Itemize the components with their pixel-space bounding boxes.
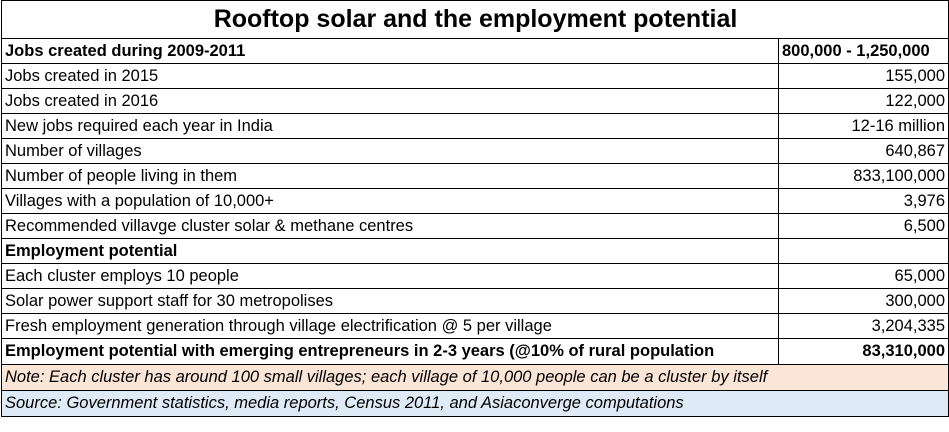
table-row: Jobs created in 2016 122,000 bbox=[1, 88, 949, 114]
row-label: Solar power support staff for 30 metropo… bbox=[1, 288, 779, 314]
row-value: 6,500 bbox=[777, 213, 949, 239]
source-row: Source: Government statistics, media rep… bbox=[0, 390, 949, 417]
row-value: 65,000 bbox=[777, 263, 949, 289]
row-value: 122,000 bbox=[777, 88, 949, 114]
row-value: 155,000 bbox=[777, 63, 949, 89]
source-text: Source: Government statistics, media rep… bbox=[0, 390, 949, 417]
row-label: New jobs required each year in India bbox=[1, 113, 779, 139]
note-row: Note: Each cluster has around 100 small … bbox=[0, 364, 949, 391]
row-label: Fresh employment generation through vill… bbox=[1, 313, 779, 339]
total-row: Employment potential with emerging entre… bbox=[1, 338, 949, 365]
row-value: 640,867 bbox=[777, 138, 949, 164]
row-label: Recommended villavge cluster solar & met… bbox=[1, 213, 779, 239]
section-label: Employment potential bbox=[1, 238, 779, 264]
title-row: Rooftop solar and the employment potenti… bbox=[0, 0, 949, 39]
row-label: Number of people living in them bbox=[1, 163, 779, 189]
row-label: Each cluster employs 10 people bbox=[1, 263, 779, 289]
employment-table: Rooftop solar and the employment potenti… bbox=[0, 0, 949, 417]
table-row: Fresh employment generation through vill… bbox=[1, 313, 949, 339]
table-row: Number of people living in them 833,100,… bbox=[1, 163, 949, 189]
table-row: Jobs created during 2009-2011 800,000 - … bbox=[1, 38, 949, 64]
row-value: 3,976 bbox=[777, 188, 949, 214]
table-row: Villages with a population of 10,000+ 3,… bbox=[1, 188, 949, 214]
row-value: 833,100,000 bbox=[777, 163, 949, 189]
total-label: Employment potential with emerging entre… bbox=[1, 338, 779, 365]
row-value bbox=[777, 238, 949, 264]
row-label: Villages with a population of 10,000+ bbox=[1, 188, 779, 214]
note-text: Note: Each cluster has around 100 small … bbox=[0, 364, 949, 391]
table-title: Rooftop solar and the employment potenti… bbox=[0, 0, 949, 39]
table-row: Solar power support staff for 30 metropo… bbox=[1, 288, 949, 314]
table-row: New jobs required each year in India 12-… bbox=[1, 113, 949, 139]
section-row: Employment potential bbox=[1, 238, 949, 264]
table-row: Jobs created in 2015 155,000 bbox=[1, 63, 949, 89]
row-value: 12-16 million bbox=[777, 113, 949, 139]
total-value: 83,310,000 bbox=[777, 338, 949, 365]
row-label: Jobs created during 2009-2011 bbox=[1, 38, 779, 64]
row-value: 300,000 bbox=[777, 288, 949, 314]
table-row: Each cluster employs 10 people 65,000 bbox=[1, 263, 949, 289]
table-row: Number of villages 640,867 bbox=[1, 138, 949, 164]
row-label: Jobs created in 2015 bbox=[1, 63, 779, 89]
row-label: Jobs created in 2016 bbox=[1, 88, 779, 114]
row-value: 800,000 - 1,250,000 bbox=[777, 38, 949, 64]
table-row: Recommended villavge cluster solar & met… bbox=[1, 213, 949, 239]
row-label: Number of villages bbox=[1, 138, 779, 164]
row-value: 3,204,335 bbox=[777, 313, 949, 339]
